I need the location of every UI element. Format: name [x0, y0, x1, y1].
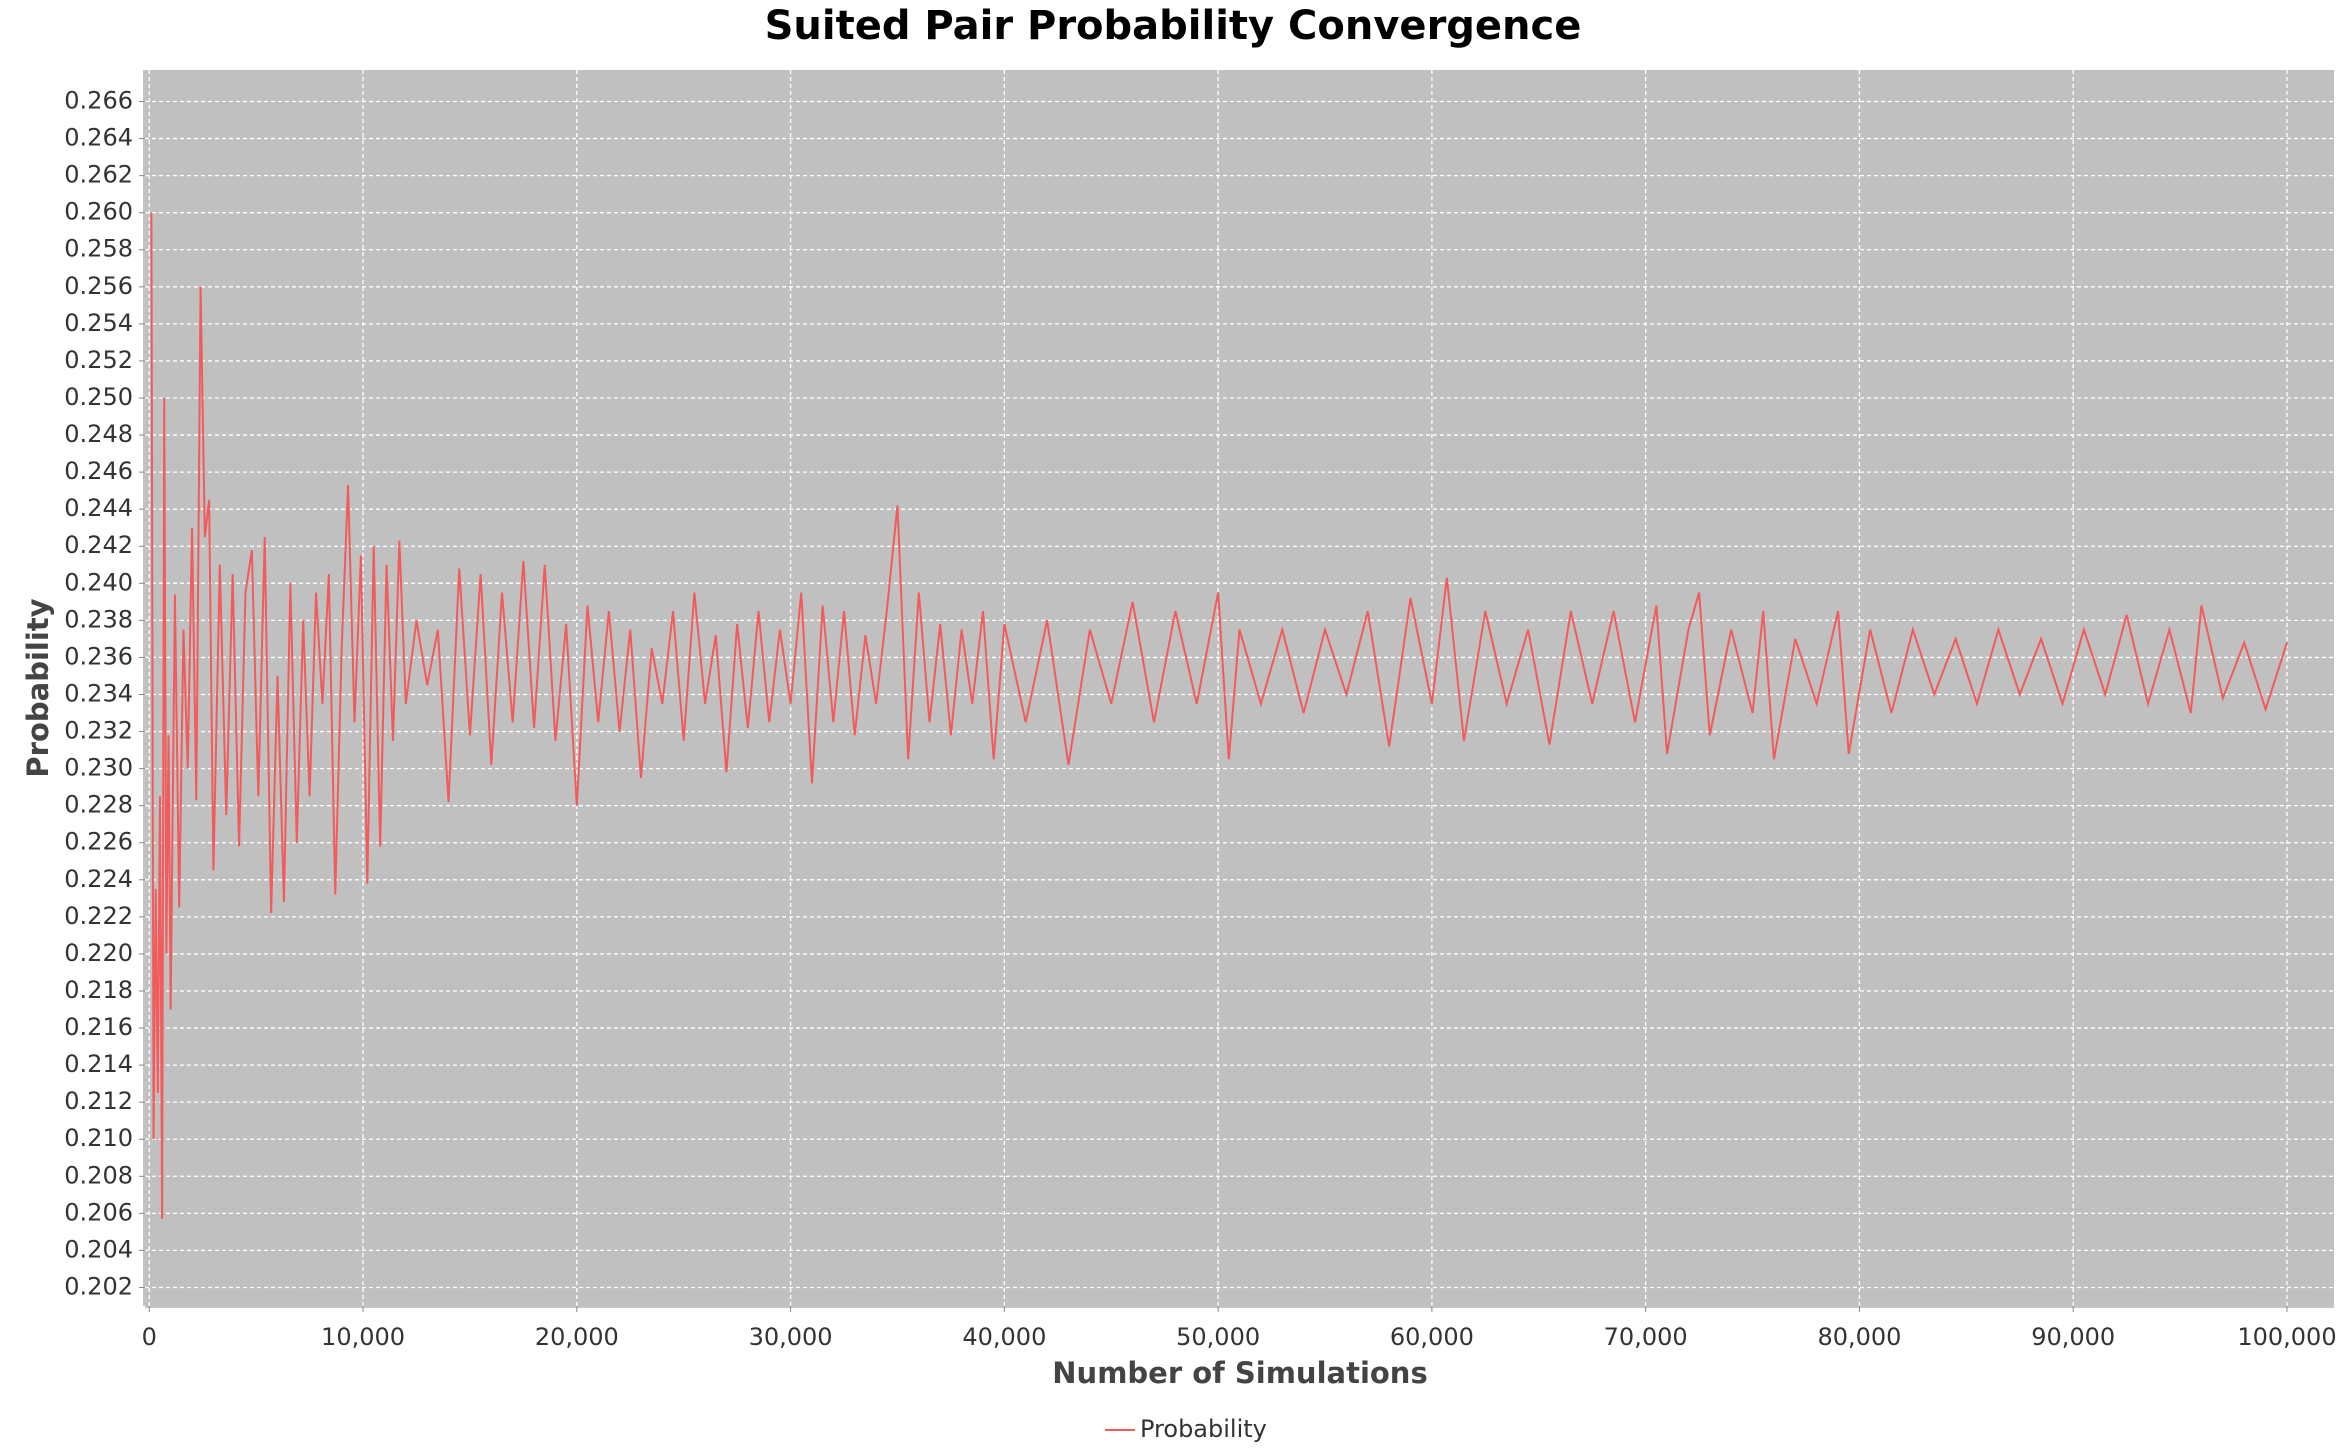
y-tick-label: 0.206 — [64, 1198, 133, 1226]
y-tick-label: 0.236 — [64, 642, 133, 670]
y-tick-label: 0.232 — [64, 717, 133, 745]
y-tick-label: 0.250 — [64, 383, 133, 411]
legend-label: Probability — [1140, 1415, 1267, 1443]
y-tick-label: 0.266 — [64, 87, 133, 115]
y-tick-label: 0.230 — [64, 754, 133, 782]
x-tick-label: 70,000 — [1604, 1323, 1688, 1351]
x-tick-label: 40,000 — [962, 1323, 1046, 1351]
y-tick-label: 0.226 — [64, 828, 133, 856]
x-axis-title: Number of Simulations — [1052, 1356, 1427, 1390]
y-tick-label: 0.260 — [64, 198, 133, 226]
data-line — [150, 212, 2288, 1219]
y-tick-label: 0.222 — [64, 902, 133, 930]
y-tick-label: 0.242 — [64, 531, 133, 559]
y-tick-label: 0.254 — [64, 309, 133, 337]
x-tick-label: 0 — [142, 1323, 157, 1351]
x-tick-label: 20,000 — [535, 1323, 619, 1351]
y-tick-label: 0.214 — [64, 1050, 133, 1078]
x-tick-label: 80,000 — [1817, 1323, 1901, 1351]
y-tick-label: 0.224 — [64, 865, 133, 893]
y-tick-label: 0.234 — [64, 679, 133, 707]
y-tick-label: 0.220 — [64, 939, 133, 967]
y-tick-label: 0.218 — [64, 976, 133, 1004]
x-tick-label: 30,000 — [749, 1323, 833, 1351]
x-tick-label: 60,000 — [1390, 1323, 1474, 1351]
x-tick-label: 100,000 — [2237, 1323, 2336, 1351]
y-tick-label: 0.228 — [64, 791, 133, 819]
y-tick-label: 0.248 — [64, 420, 133, 448]
y-tick-label: 0.202 — [64, 1272, 133, 1300]
y-tick-label: 0.204 — [64, 1235, 133, 1263]
y-tick-label: 0.264 — [64, 124, 133, 152]
y-tick-label: 0.208 — [64, 1161, 133, 1189]
y-tick-label: 0.210 — [64, 1124, 133, 1152]
y-tick-label: 0.212 — [64, 1087, 133, 1115]
x-tick-label: 10,000 — [321, 1323, 405, 1351]
y-tick-label: 0.252 — [64, 346, 133, 374]
x-tick-label: 50,000 — [1176, 1323, 1260, 1351]
y-tick-label: 0.240 — [64, 568, 133, 596]
y-tick-label: 0.238 — [64, 605, 133, 633]
y-tick-label: 0.216 — [64, 1013, 133, 1041]
y-tick-label: 0.244 — [64, 494, 133, 522]
y-tick-label: 0.256 — [64, 272, 133, 300]
y-tick-label: 0.246 — [64, 457, 133, 485]
x-tick-label: 90,000 — [2031, 1323, 2115, 1351]
y-tick-label: 0.258 — [64, 235, 133, 263]
chart-title: Suited Pair Probability Convergence — [765, 3, 1582, 49]
y-tick-label: 0.262 — [64, 161, 133, 189]
y-axis-title: Probability — [21, 598, 55, 777]
